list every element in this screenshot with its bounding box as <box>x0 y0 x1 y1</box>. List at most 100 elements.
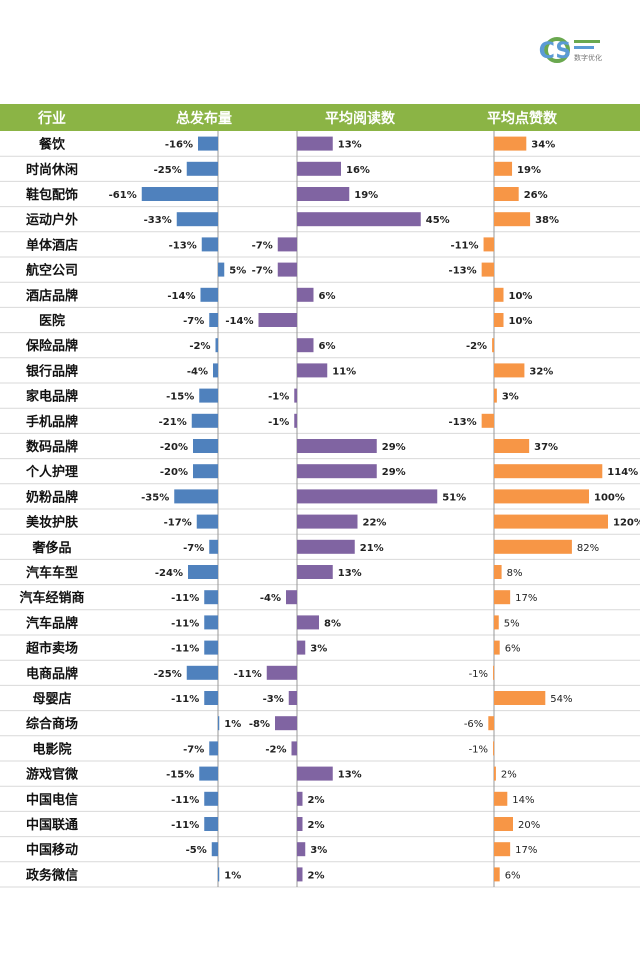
data-label: 37% <box>534 442 558 453</box>
data-label: -11% <box>171 820 199 831</box>
category-label: 综合商场 <box>26 716 78 732</box>
category-label: 中国联通 <box>26 817 78 833</box>
bar-total-posts <box>204 615 218 630</box>
category-label: 手机品牌 <box>26 414 78 430</box>
bar-avg-likes <box>494 691 546 705</box>
bar-avg-likes <box>494 640 500 655</box>
data-label: 45% <box>426 215 450 226</box>
bar-avg-likes <box>494 287 504 302</box>
category-label: 奶粉品牌 <box>25 489 78 505</box>
data-label: -20% <box>160 442 188 453</box>
bar-avg-likes <box>494 313 504 327</box>
bar-total-posts <box>186 665 218 680</box>
data-label: 11% <box>332 366 356 377</box>
bar-avg-likes <box>494 867 500 882</box>
bar-total-posts <box>204 590 218 605</box>
header-industry: 行业 <box>37 110 66 127</box>
bar-total-posts <box>209 741 218 756</box>
data-label: 13% <box>338 770 362 781</box>
bar-avg-reads <box>297 363 328 378</box>
bar-avg-likes <box>494 363 525 378</box>
bar-avg-reads <box>258 313 297 327</box>
data-label: 38% <box>535 215 559 226</box>
bar-avg-likes <box>494 539 572 554</box>
data-label: -15% <box>166 770 194 781</box>
data-label: -15% <box>166 392 194 403</box>
bar-avg-likes <box>494 388 497 403</box>
data-label: -7% <box>252 240 273 251</box>
bar-avg-reads <box>277 237 297 252</box>
data-label: -11% <box>171 795 199 806</box>
logo-letters: CS <box>539 39 571 64</box>
bar-avg-reads <box>297 842 306 857</box>
bar-total-posts <box>215 338 218 353</box>
bar-total-posts <box>218 262 225 277</box>
category-label: 中国电信 <box>26 792 78 808</box>
bar-avg-likes <box>494 439 530 453</box>
bar-avg-likes <box>494 565 502 579</box>
data-label: 2% <box>308 870 325 881</box>
data-label: 29% <box>382 442 406 453</box>
bar-total-posts <box>196 514 218 529</box>
data-label: -1% <box>469 744 488 755</box>
data-label: 2% <box>308 795 325 806</box>
data-label: -13% <box>449 417 477 428</box>
bar-avg-likes <box>494 212 531 227</box>
data-label: 54% <box>550 694 572 705</box>
category-label: 汽车经销商 <box>19 590 84 606</box>
data-label: -21% <box>159 417 187 428</box>
bar-avg-reads <box>297 212 421 227</box>
data-label: 10% <box>509 316 533 327</box>
bar-total-posts <box>209 313 218 327</box>
bar-total-posts <box>193 464 218 479</box>
data-label: -4% <box>260 593 281 604</box>
category-label: 母婴店 <box>32 691 71 707</box>
category-label: 银行品牌 <box>26 363 78 379</box>
chart-bars <box>141 136 608 882</box>
logo-stripe-icon <box>574 46 594 49</box>
data-label: -5% <box>186 845 207 856</box>
data-label: -11% <box>171 694 199 705</box>
data-label: 8% <box>324 618 341 629</box>
data-label: 6% <box>505 870 521 881</box>
bar-avg-reads <box>297 439 377 453</box>
category-label: 数码品牌 <box>26 439 78 455</box>
data-label: -11% <box>234 669 262 680</box>
bar-total-posts <box>218 716 220 731</box>
data-label: 14% <box>512 795 534 806</box>
data-label: 10% <box>509 291 533 302</box>
data-label: 6% <box>505 644 521 655</box>
data-label: 2% <box>308 820 325 831</box>
data-label: -7% <box>183 316 204 327</box>
category-label: 美妆护肤 <box>26 515 79 531</box>
category-label: 餐饮 <box>38 137 66 153</box>
header-avg-likes: 平均点赞数 <box>487 110 558 127</box>
data-label: -24% <box>155 568 183 579</box>
bar-total-posts <box>204 640 218 655</box>
bar-total-posts <box>174 489 218 504</box>
bar-avg-reads <box>297 640 306 655</box>
bar-avg-reads <box>286 590 297 605</box>
data-label: 5% <box>229 266 246 277</box>
logo-stripe-icon <box>574 40 600 43</box>
bar-avg-reads <box>297 817 303 831</box>
category-label: 单体酒店 <box>26 237 78 253</box>
category-label: 时尚休闲 <box>26 162 78 178</box>
data-label: -16% <box>165 140 193 151</box>
category-label: 汽车品牌 <box>26 615 78 631</box>
logo: CS 数字优化 <box>539 37 602 64</box>
data-label: -17% <box>164 518 192 529</box>
bar-total-posts <box>218 867 220 882</box>
bar-total-posts <box>193 439 218 453</box>
bar-total-posts <box>204 691 218 705</box>
data-label: 120% <box>613 518 640 529</box>
bar-avg-reads <box>297 791 303 806</box>
data-label: 13% <box>338 140 362 151</box>
data-label: -7% <box>183 543 204 554</box>
category-label: 保险品牌 <box>25 338 78 354</box>
bar-total-posts <box>211 842 218 857</box>
data-label: 21% <box>360 543 384 554</box>
category-label: 家电品牌 <box>26 389 78 405</box>
data-label: -35% <box>141 492 169 503</box>
